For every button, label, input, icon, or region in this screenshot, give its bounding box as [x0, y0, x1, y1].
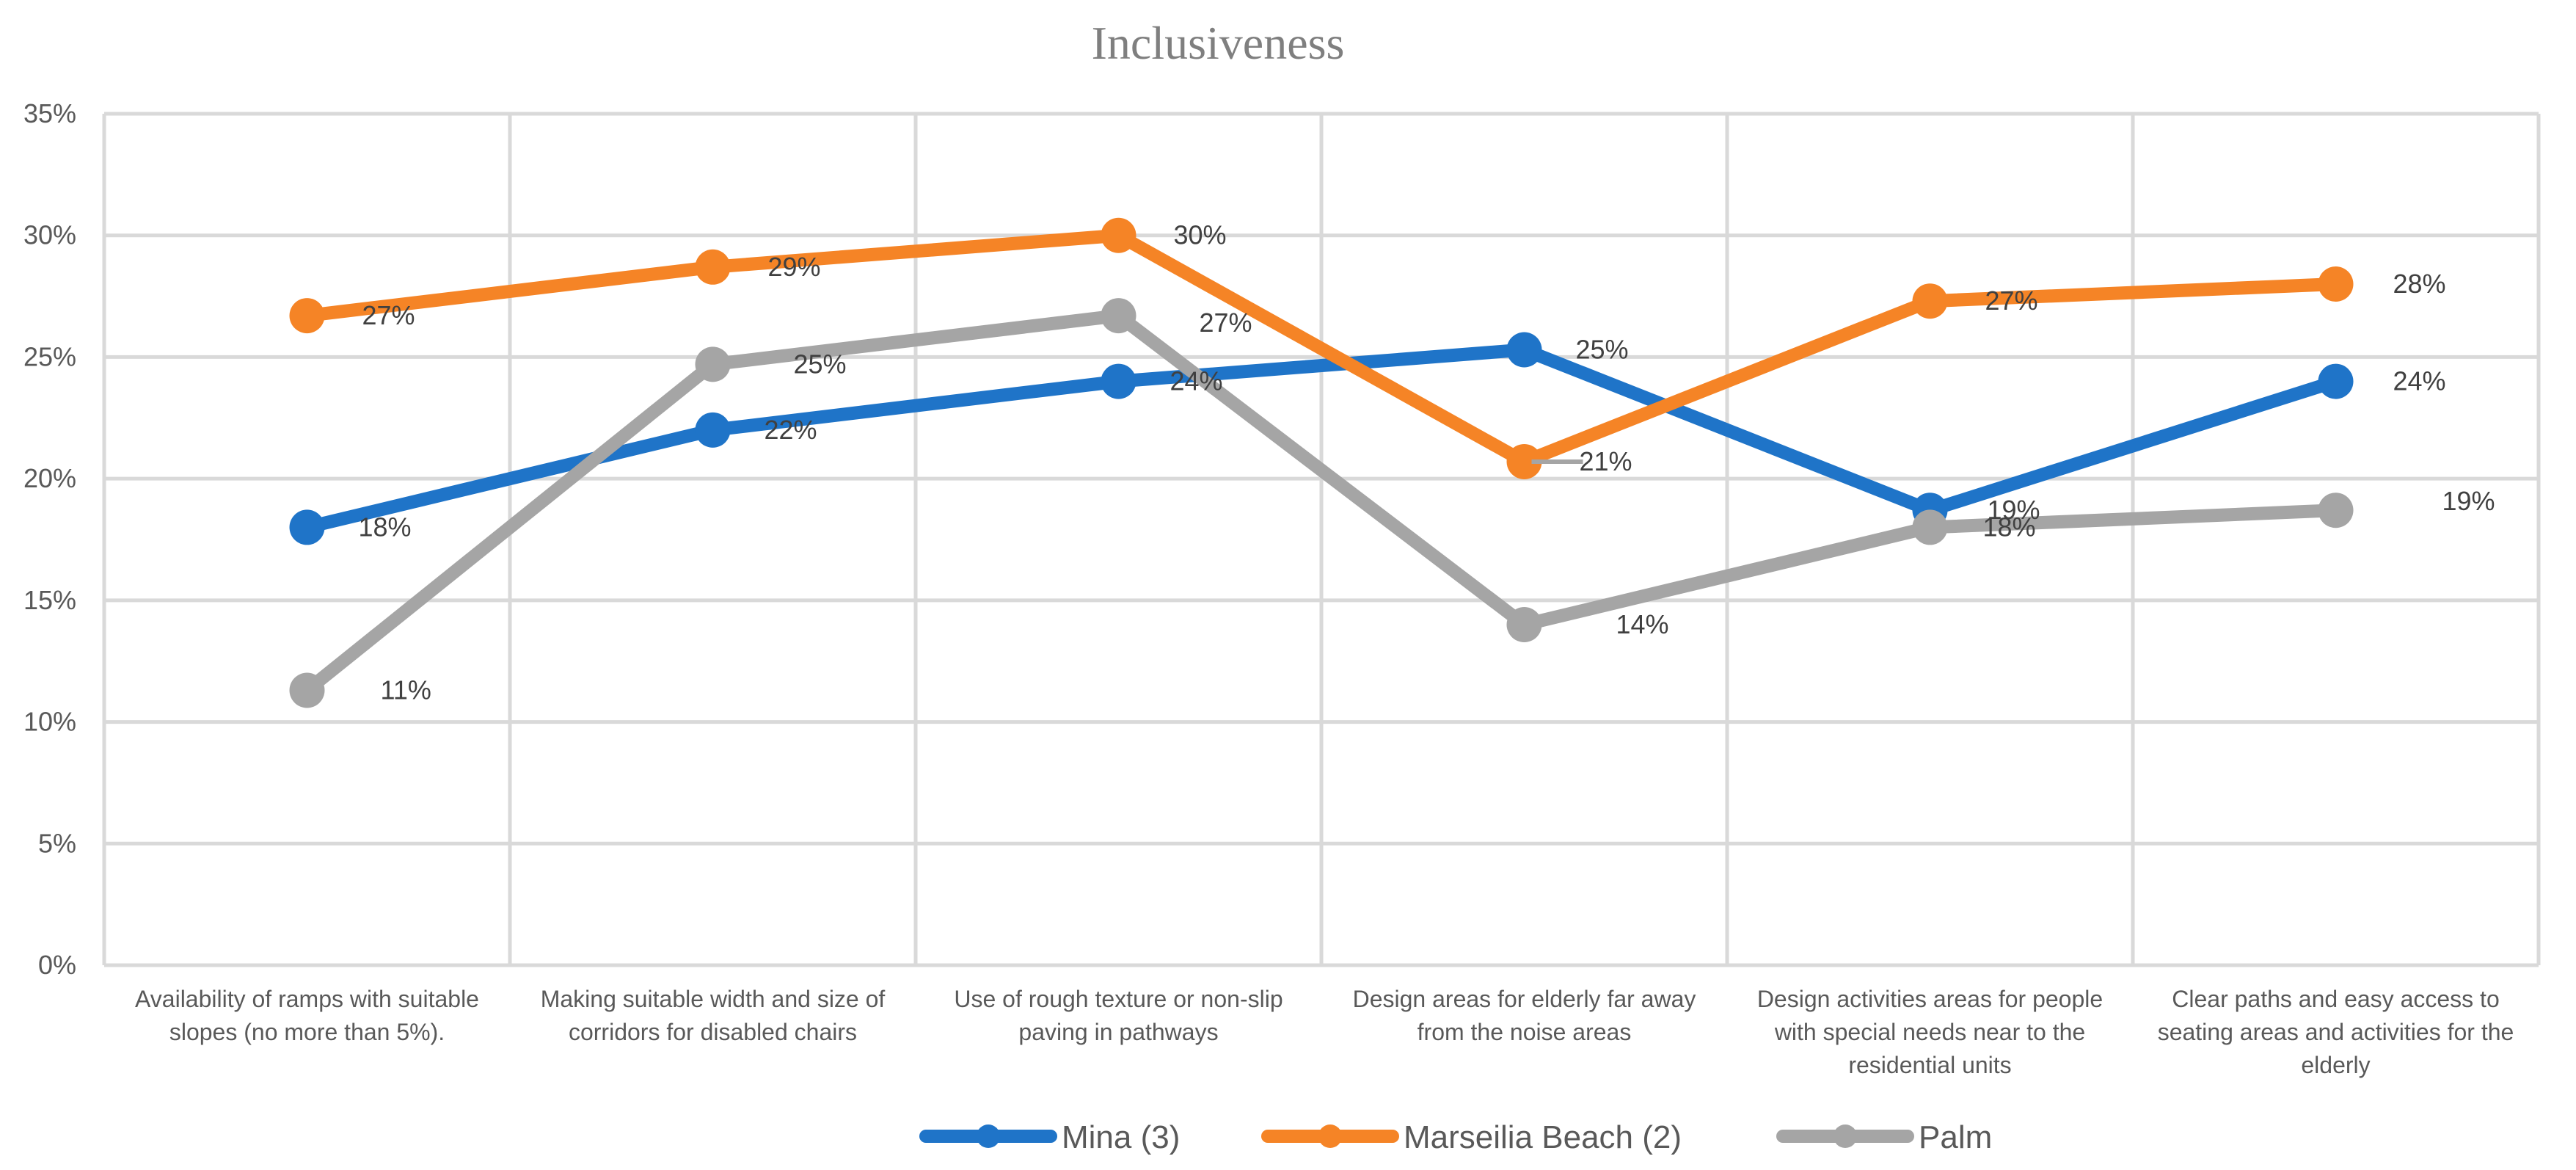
data-label: 14%	[1616, 609, 1669, 639]
x-tick-label: from the noise areas	[1417, 1019, 1632, 1045]
data-point	[2318, 363, 2354, 399]
data-point	[289, 509, 325, 545]
y-tick-label: 25%	[23, 341, 76, 371]
y-tick-label: 30%	[23, 220, 76, 250]
data-point	[1912, 283, 1948, 319]
x-tick-label: seating areas and activities for the	[2158, 1019, 2514, 1045]
series-line	[300, 228, 2343, 468]
data-label: 25%	[1576, 334, 1629, 364]
x-tick-label: residential units	[1848, 1052, 2011, 1078]
x-tick-label: corridors for disabled chairs	[569, 1019, 857, 1045]
x-tick-label: slopes (no more than 5%).	[169, 1019, 445, 1045]
data-point	[695, 346, 731, 382]
x-tick-label: Design areas for elderly far away	[1353, 986, 1696, 1012]
y-tick-label: 35%	[23, 98, 76, 128]
data-point	[1912, 509, 1948, 545]
gridlines	[102, 112, 2541, 967]
data-label: 18%	[1983, 512, 2036, 542]
data-label: 27%	[1200, 308, 1252, 338]
legend-swatch-marker	[977, 1124, 1000, 1148]
data-label: 24%	[2393, 366, 2446, 396]
data-label: 22%	[765, 415, 817, 445]
x-tick-label: Clear paths and easy access to	[2172, 986, 2499, 1012]
data-point	[2318, 266, 2354, 302]
x-axis-ticks: Availability of ramps with suitable slope…	[135, 986, 2514, 1078]
data-point	[1506, 332, 1542, 368]
data-label: 28%	[2393, 269, 2446, 299]
data-point	[1506, 607, 1542, 642]
data-point	[1101, 298, 1136, 334]
y-tick-label: 5%	[38, 828, 76, 858]
data-point	[289, 672, 325, 708]
legend-swatch-marker	[1834, 1124, 1857, 1148]
data-labels: 18% 22% 24% 25% 19% 24% 27% 29% 30% 21% 27% 28% 11% 2…	[359, 220, 2495, 705]
x-tick-label: Design activities areas for people	[1757, 986, 2103, 1012]
legend-swatch-marker	[1318, 1124, 1342, 1148]
series-lines	[289, 217, 2354, 708]
data-point	[1506, 443, 1542, 479]
series-line	[300, 309, 2343, 697]
series-line	[300, 343, 2343, 534]
legend-label: Marseilia Beach (2)	[1404, 1119, 1682, 1155]
data-label: 25%	[794, 349, 847, 379]
y-tick-label: 0%	[38, 950, 76, 980]
y-axis-ticks: 0% 5% 10% 15% 20% 25% 30% 35%	[23, 98, 76, 980]
data-label: 11%	[381, 675, 431, 705]
x-tick-label: Making suitable width and size of	[541, 986, 886, 1012]
y-tick-label: 15%	[23, 585, 76, 615]
data-label: 30%	[1174, 220, 1227, 250]
data-label: 24%	[1170, 366, 1223, 396]
legend-label: Palm	[1919, 1119, 1992, 1155]
data-point	[1101, 217, 1136, 253]
x-tick-label: with special needs near to the	[1774, 1019, 2085, 1045]
chart-title: Inclusiveness	[1092, 17, 1345, 69]
x-tick-label: Use of rough texture or non-slip	[954, 986, 1282, 1012]
x-tick-label: elderly	[2301, 1052, 2370, 1078]
data-label: 21%	[1580, 446, 1632, 476]
x-tick-label: paving in pathways	[1018, 1019, 1218, 1045]
data-label: 29%	[768, 252, 821, 282]
data-label: 18%	[359, 512, 412, 542]
data-label: 19%	[1988, 495, 2040, 525]
y-tick-label: 10%	[23, 707, 76, 737]
data-label: 27%	[362, 300, 415, 330]
data-point	[289, 298, 325, 334]
y-tick-label: 20%	[23, 463, 76, 493]
legend-label: Mina (3)	[1062, 1119, 1180, 1155]
data-point	[695, 249, 731, 285]
x-tick-label: Availability of ramps with suitable	[135, 986, 479, 1012]
data-point	[695, 412, 731, 448]
legend: Mina (3) Marseilia Beach (2) Palm	[919, 1119, 1992, 1155]
data-point	[1101, 363, 1136, 399]
data-label: 27%	[1985, 286, 2038, 316]
data-label: 19%	[2442, 486, 2495, 516]
data-point	[2318, 493, 2354, 528]
